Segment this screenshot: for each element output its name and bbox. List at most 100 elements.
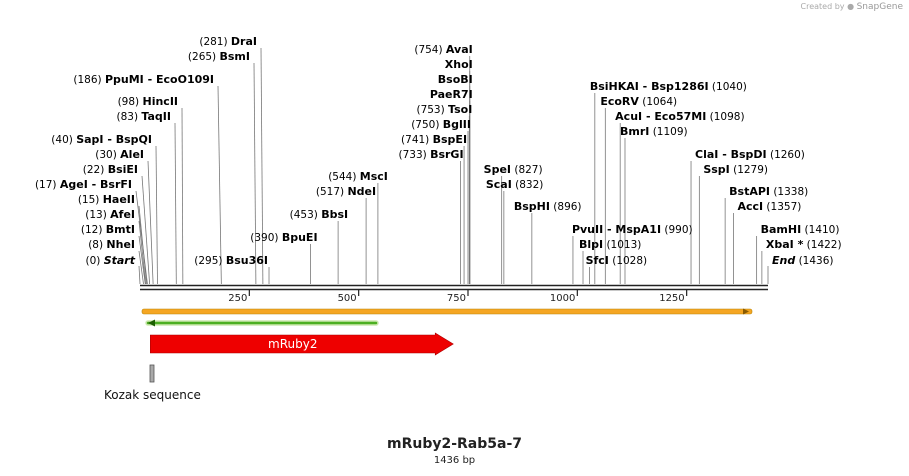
enzyme-site-label[interactable]: (22) BsiEI bbox=[83, 163, 138, 176]
enzyme-site-label[interactable]: (15) HaeII bbox=[78, 193, 135, 206]
enzyme-site-label[interactable]: ScaI (832) bbox=[486, 178, 544, 191]
enzyme-site-label[interactable]: (40) SapI - BspQI bbox=[51, 133, 152, 146]
enzyme-site-label[interactable]: (754) AvaI bbox=[414, 43, 472, 56]
backbone-group bbox=[140, 284, 768, 291]
enzyme-cut-line bbox=[147, 160, 154, 285]
enzyme-site-label[interactable]: PvuII - MspA1I (990) bbox=[572, 223, 693, 236]
enzyme-name: BsoBI bbox=[438, 73, 473, 86]
enzyme-position: (753) bbox=[416, 104, 448, 116]
enzyme-name: End bbox=[772, 254, 795, 267]
enzyme-cut-line bbox=[138, 250, 144, 285]
snapgene-branding: Created by ● SnapGene bbox=[801, 2, 904, 12]
enzyme-name: BsiEI bbox=[108, 163, 138, 176]
enzyme-site-label[interactable]: (12) BmtI bbox=[81, 223, 135, 236]
enzyme-name: BpuEI bbox=[282, 231, 318, 244]
enzyme-site-label[interactable]: ClaI - BspDI (1260) bbox=[695, 148, 805, 161]
enzyme-site-label[interactable]: (453) BbsI bbox=[290, 208, 348, 221]
enzyme-site-label[interactable]: BspHI (896) bbox=[514, 200, 582, 213]
enzyme-site-label[interactable]: (390) BpuEI bbox=[250, 231, 317, 244]
enzyme-site-label[interactable]: BsoBI bbox=[438, 73, 473, 86]
enzyme-name: BsrGI bbox=[430, 148, 463, 161]
enzyme-position: (1410) bbox=[801, 224, 839, 236]
enzyme-site-label[interactable]: (750) BglII bbox=[411, 118, 471, 131]
enzyme-site-label[interactable]: SpeI (827) bbox=[484, 163, 543, 176]
enzyme-position: (8) bbox=[88, 239, 106, 251]
enzyme-position: (390) bbox=[250, 232, 282, 244]
enzyme-site-label[interactable]: (8) NheI bbox=[88, 238, 135, 251]
enzyme-position: (741) bbox=[401, 134, 433, 146]
enzyme-name: PvuII - MspA1I bbox=[572, 223, 661, 236]
enzyme-site-label[interactable]: BstAPI (1338) bbox=[729, 185, 808, 198]
enzyme-position: (281) bbox=[199, 36, 231, 48]
enzyme-site-label[interactable]: (753) TsoI bbox=[416, 103, 472, 116]
ruler-ticks: 250 500 750 1000 1250 bbox=[228, 289, 688, 304]
enzyme-position: (83) bbox=[117, 111, 142, 123]
enzyme-position: (17) bbox=[35, 179, 60, 191]
enzyme-site-label[interactable]: (0) Start bbox=[85, 254, 135, 267]
enzyme-position: (15) bbox=[78, 194, 103, 206]
enzyme-site-label[interactable]: EcoRV (1064) bbox=[600, 95, 677, 108]
enzyme-site-label[interactable]: (281) DraI bbox=[199, 35, 257, 48]
enzyme-name: PaeR7I bbox=[430, 88, 473, 101]
enzyme-site-label[interactable]: (17) AgeI - BsrFI bbox=[35, 178, 132, 191]
enzyme-name: ScaI bbox=[486, 178, 512, 191]
enzyme-position: (1109) bbox=[649, 126, 687, 138]
enzyme-site-label[interactable]: (733) BsrGI bbox=[398, 148, 463, 161]
enzyme-name: HaeII bbox=[103, 193, 135, 206]
enzyme-cut-line bbox=[181, 107, 184, 285]
enzyme-name: AleI bbox=[120, 148, 144, 161]
enzyme-name: BlpI bbox=[579, 238, 603, 251]
green-bar-arrowhead bbox=[148, 319, 155, 327]
enzyme-cut-line bbox=[141, 175, 151, 285]
enzyme-site-label[interactable]: End (1436) bbox=[772, 254, 834, 267]
branding-prefix: Created by bbox=[800, 2, 845, 11]
enzyme-name: AvaI bbox=[446, 43, 473, 56]
enzyme-site-label[interactable]: AccI (1357) bbox=[737, 200, 801, 213]
enzyme-position: (1064) bbox=[639, 96, 677, 108]
enzyme-site-label[interactable]: (186) PpuMI - EcoO109I bbox=[73, 73, 214, 86]
enzyme-position: (1338) bbox=[770, 186, 808, 198]
enzyme-site-label[interactable]: SfcI (1028) bbox=[586, 254, 648, 267]
enzyme-position: (12) bbox=[81, 224, 106, 236]
direction-bars bbox=[141, 308, 753, 327]
enzyme-site-label[interactable]: (13) AfeI bbox=[85, 208, 135, 221]
enzyme-cut-line bbox=[138, 265, 141, 285]
orange-bar-arrowhead bbox=[743, 308, 749, 315]
enzyme-position: (1013) bbox=[603, 239, 641, 251]
enzyme-site-label[interactable]: XhoI bbox=[445, 58, 473, 71]
enzyme-site-label[interactable]: (30) AleI bbox=[95, 148, 144, 161]
enzyme-name: SapI - BspQI bbox=[76, 133, 152, 146]
enzyme-name: Bsu36I bbox=[226, 254, 268, 267]
enzyme-site-label[interactable]: BamHI (1410) bbox=[761, 223, 840, 236]
enzyme-position: (1357) bbox=[763, 201, 801, 213]
plasmid-name: mRuby2-Rab5a-7 bbox=[386, 436, 523, 452]
enzyme-site-label[interactable]: (517) NdeI bbox=[316, 185, 376, 198]
enzyme-name: AcuI - Eco57MI bbox=[615, 110, 706, 123]
enzyme-site-label[interactable]: PaeR7I bbox=[430, 88, 473, 101]
enzyme-site-label[interactable]: XbaI * (1422) bbox=[766, 238, 842, 251]
enzyme-cut-line bbox=[138, 235, 146, 285]
enzyme-position: (22) bbox=[83, 164, 108, 176]
enzyme-name: BmtI bbox=[106, 223, 135, 236]
enzyme-site-label[interactable]: BmrI (1109) bbox=[620, 125, 688, 138]
enzyme-site-label[interactable]: (741) BspEI bbox=[401, 133, 467, 146]
enzyme-site-label[interactable]: (98) HincII bbox=[118, 95, 178, 108]
feature-arrow-mruby2[interactable] bbox=[150, 332, 454, 356]
enzyme-site-label[interactable]: BlpI (1013) bbox=[579, 238, 641, 251]
enzyme-site-label[interactable]: (544) MscI bbox=[328, 170, 388, 183]
enzyme-position: (40) bbox=[51, 134, 76, 146]
enzyme-site-label[interactable]: AcuI - Eco57MI (1098) bbox=[615, 110, 744, 123]
enzyme-position: (832) bbox=[512, 179, 544, 191]
enzyme-site-label[interactable]: (265) BsmI bbox=[188, 50, 250, 63]
enzyme-name: AgeI - BsrFI bbox=[60, 178, 132, 191]
enzyme-site-label[interactable]: (83) TaqII bbox=[117, 110, 171, 123]
enzyme-site-label[interactable]: BsiHKAI - Bsp1286I (1040) bbox=[590, 80, 747, 93]
enzyme-position: (13) bbox=[85, 209, 110, 221]
enzyme-name: AccI bbox=[737, 200, 763, 213]
enzyme-site-label[interactable]: (295) Bsu36I bbox=[194, 254, 268, 267]
enzyme-site-label[interactable]: SspI (1279) bbox=[703, 163, 768, 176]
feature-box-kozak[interactable] bbox=[149, 364, 155, 383]
enzyme-name: Start bbox=[104, 254, 136, 267]
enzyme-cut-line bbox=[135, 190, 148, 285]
